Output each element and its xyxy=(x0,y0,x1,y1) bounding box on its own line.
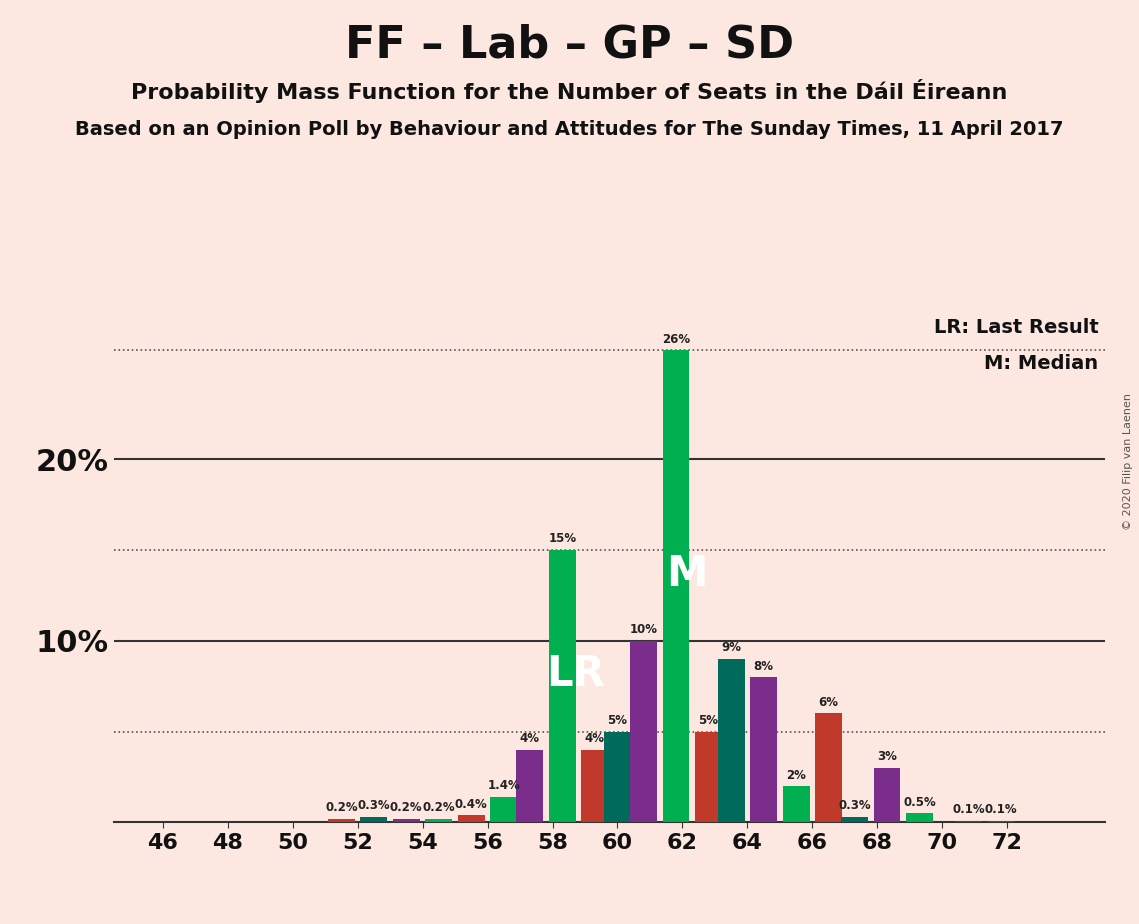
Text: 2%: 2% xyxy=(786,769,806,782)
Text: 0.2%: 0.2% xyxy=(390,801,423,814)
Text: 0.3%: 0.3% xyxy=(838,799,871,812)
Bar xyxy=(630,641,657,822)
Bar xyxy=(816,713,842,822)
Text: FF – Lab – GP – SD: FF – Lab – GP – SD xyxy=(345,23,794,67)
Bar xyxy=(956,821,982,822)
Text: 26%: 26% xyxy=(662,333,690,346)
Text: 3%: 3% xyxy=(877,750,898,763)
Text: 10%: 10% xyxy=(630,624,657,637)
Text: M: M xyxy=(666,553,707,595)
Bar xyxy=(782,786,810,822)
Text: LR: LR xyxy=(546,653,605,695)
Text: 4%: 4% xyxy=(584,732,605,745)
Text: 5%: 5% xyxy=(607,714,628,727)
Text: 6%: 6% xyxy=(819,696,838,709)
Bar xyxy=(842,817,868,822)
Bar xyxy=(874,768,901,822)
Text: 1.4%: 1.4% xyxy=(487,780,521,793)
Text: 0.5%: 0.5% xyxy=(903,796,936,808)
Bar xyxy=(581,749,608,822)
Bar xyxy=(751,677,777,822)
Text: 15%: 15% xyxy=(548,532,576,545)
Bar xyxy=(426,819,452,822)
Bar xyxy=(604,732,631,822)
Bar xyxy=(718,659,745,822)
Bar xyxy=(549,550,575,822)
Bar xyxy=(328,819,354,822)
Text: 0.3%: 0.3% xyxy=(358,799,391,812)
Bar xyxy=(663,350,689,822)
Bar xyxy=(988,821,1014,822)
Text: 0.2%: 0.2% xyxy=(423,801,456,814)
Text: 4%: 4% xyxy=(519,732,540,745)
Bar xyxy=(393,819,419,822)
Bar xyxy=(458,815,484,822)
Text: 5%: 5% xyxy=(698,714,719,727)
Text: 0.1%: 0.1% xyxy=(984,803,1017,816)
Text: © 2020 Filip van Laenen: © 2020 Filip van Laenen xyxy=(1123,394,1133,530)
Text: M: Median: M: Median xyxy=(984,354,1098,373)
Text: 0.4%: 0.4% xyxy=(454,797,487,810)
Bar xyxy=(907,813,933,822)
Bar xyxy=(361,817,387,822)
Text: 0.2%: 0.2% xyxy=(325,801,358,814)
Bar xyxy=(516,749,543,822)
Text: Probability Mass Function for the Number of Seats in the Dáil Éireann: Probability Mass Function for the Number… xyxy=(131,79,1008,103)
Text: LR: Last Result: LR: Last Result xyxy=(934,318,1098,336)
Text: 9%: 9% xyxy=(721,641,741,654)
Text: 8%: 8% xyxy=(754,660,773,673)
Text: 0.1%: 0.1% xyxy=(952,803,985,816)
Bar xyxy=(695,732,722,822)
Text: Based on an Opinion Poll by Behaviour and Attitudes for The Sunday Times, 11 Apr: Based on an Opinion Poll by Behaviour an… xyxy=(75,120,1064,140)
Bar xyxy=(491,796,517,822)
